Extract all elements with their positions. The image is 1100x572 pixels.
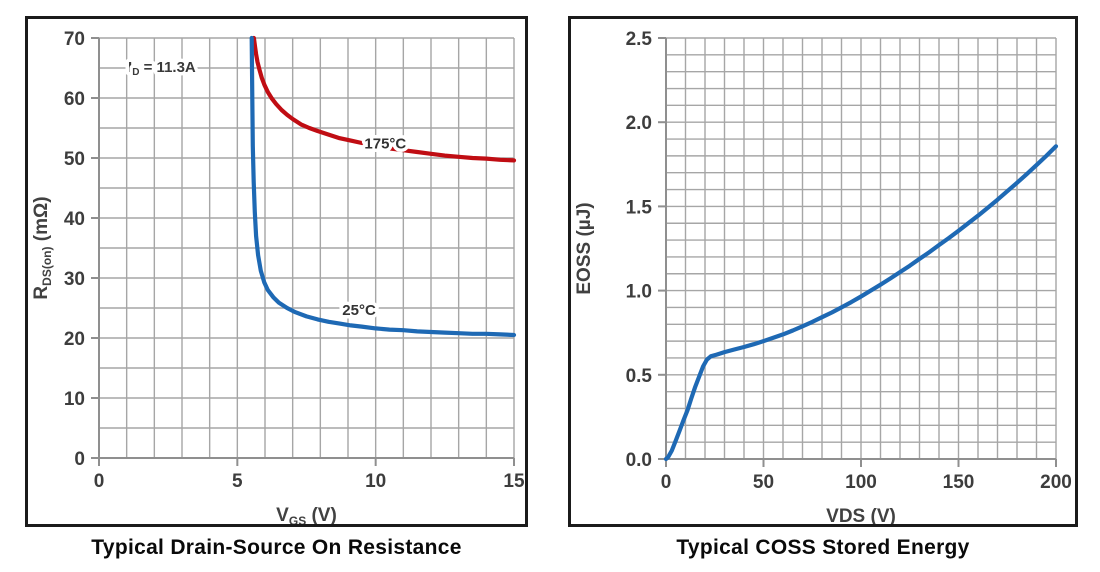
x-tick-label: 100 [845, 472, 877, 493]
y-tick-label: 10 [64, 389, 85, 410]
curve-25c [249, 35, 517, 338]
eoss-chart: 0 50 100 150 200 0.0 0.5 1.0 1.5 2.0 2.5 VDS (V) EOS… [568, 16, 1078, 527]
y-tick-label: 70 [64, 29, 85, 50]
x-tick-label: 0 [661, 472, 672, 493]
x-tick-label: 150 [943, 472, 975, 493]
figure-border [25, 16, 528, 527]
y-axis-label: RDS(on) (mΩ) [31, 196, 54, 299]
x-axis-label: VDS (V) [826, 506, 896, 527]
y-axis-label: EOSS (µJ) [574, 202, 595, 294]
curve-label-175c: 175°C [364, 136, 406, 153]
x-tick-label: 10 [365, 471, 386, 492]
x-tick-label: 5 [232, 471, 243, 492]
curve-label-25c: 25°C [342, 302, 376, 319]
y-tick-label: 30 [64, 269, 85, 290]
annotation-label: ID = 11.3A [128, 59, 196, 78]
rdson-chart-svg: 0 5 10 15 0 10 20 30 40 50 60 70 VGS (V) RDS(on) (mΩ)… [25, 16, 528, 528]
x-axis-label: VGS (V) [276, 505, 337, 527]
y-tick-label: 1.5 [626, 197, 653, 218]
y-tick-label: 2.0 [626, 113, 652, 134]
gridlines [98, 37, 515, 459]
ticks [91, 37, 515, 466]
curve-175c [251, 35, 517, 163]
y-tick-label: 40 [64, 209, 85, 230]
gridlines [665, 37, 1057, 460]
y-tick-label: 0.5 [626, 366, 653, 387]
tick-labels: 0 5 10 15 0 10 20 30 40 50 60 70 [64, 29, 525, 492]
x-tick-label: 200 [1040, 472, 1072, 493]
y-tick-label: 20 [64, 329, 85, 350]
y-tick-label: 50 [64, 149, 85, 170]
y-tick-label: 1.0 [626, 282, 652, 303]
y-tick-label: 0 [74, 449, 85, 470]
ticks [658, 37, 1057, 467]
y-tick-label: 0.0 [626, 450, 652, 471]
x-tick-label: 50 [753, 472, 774, 493]
y-tick-label: 60 [64, 89, 85, 110]
curve-eoss [663, 144, 1059, 462]
x-tick-label: 0 [94, 471, 105, 492]
tick-labels: 0 50 100 150 200 0.0 0.5 1.0 1.5 2.0 2.5 [626, 29, 1072, 493]
eoss-chart-title: Typical COSS Stored Energy [676, 536, 970, 559]
axes [98, 38, 514, 459]
x-tick-label: 15 [503, 471, 525, 492]
rdson-chart-title: Typical Drain-Source On Resistance [91, 536, 462, 559]
rdson-chart: 0 5 10 15 0 10 20 30 40 50 60 70 VGS (V) RDS(on) (mΩ)… [25, 16, 528, 528]
figure-border [568, 16, 1078, 527]
y-tick-label: 2.5 [626, 29, 653, 50]
eoss-chart-svg: 0 50 100 150 200 0.0 0.5 1.0 1.5 2.0 2.5 VDS (V) EOS… [568, 16, 1078, 527]
